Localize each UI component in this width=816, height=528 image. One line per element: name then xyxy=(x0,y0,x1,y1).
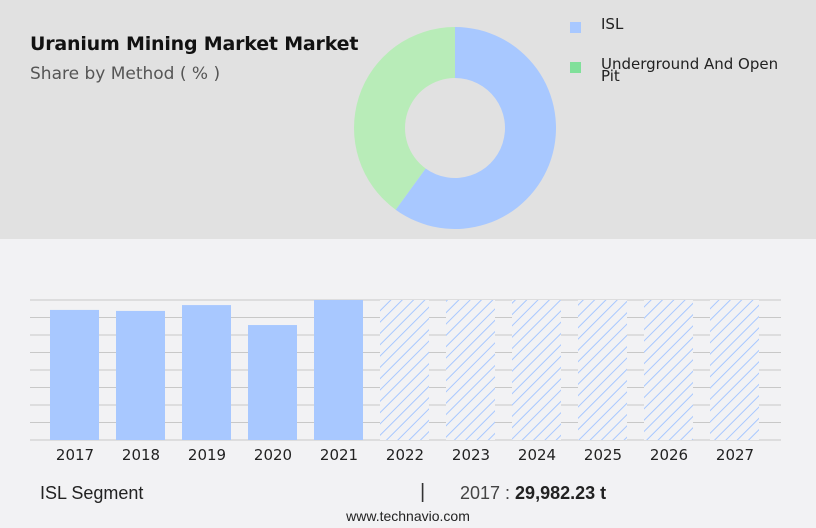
bar-2019[interactable] xyxy=(182,305,231,440)
legend-item-isl[interactable]: ISL xyxy=(570,15,801,33)
chart-title: Uranium Mining Market Market xyxy=(30,33,359,55)
highlight-year: 2017 : xyxy=(460,483,516,503)
legend-swatch-underground xyxy=(570,62,581,73)
x-label-2025: 2025 xyxy=(583,446,623,464)
bar-2023[interactable] xyxy=(446,300,495,440)
bar-2027[interactable] xyxy=(710,300,759,440)
bar-2022[interactable] xyxy=(380,300,429,440)
x-label-2017: 2017 xyxy=(55,446,95,464)
donut-slice-isl[interactable] xyxy=(395,27,556,229)
bar-2025[interactable] xyxy=(578,300,627,440)
x-label-2021: 2021 xyxy=(319,446,359,464)
x-label-2023: 2023 xyxy=(451,446,491,464)
donut-chart xyxy=(354,27,556,229)
legend-swatch-isl xyxy=(570,22,581,33)
segment-label: ISL Segment xyxy=(40,483,144,503)
bar-2026[interactable] xyxy=(644,300,693,440)
highlight-value: 2017 : 29,982.23 t xyxy=(460,483,606,504)
bar-2020[interactable] xyxy=(248,325,297,440)
website-link[interactable]: www.technavio.com xyxy=(346,508,470,524)
x-label-2026: 2026 xyxy=(649,446,689,464)
bar-2024[interactable] xyxy=(512,300,561,440)
bar-2018[interactable] xyxy=(116,310,165,440)
bars xyxy=(50,300,759,440)
legend-item-underground-open-pit[interactable]: Underground And Open Pit xyxy=(570,55,801,85)
x-label-2018: 2018 xyxy=(121,446,161,464)
x-label-2024: 2024 xyxy=(517,446,557,464)
bar-2021[interactable] xyxy=(314,300,363,440)
bar-chart xyxy=(30,299,781,441)
summary-panel: Uranium Mining Market Market Share by Me… xyxy=(0,0,816,239)
x-label-2019: 2019 xyxy=(187,446,227,464)
chart-subtitle: Share by Method ( % ) xyxy=(30,64,221,84)
bar-2017[interactable] xyxy=(50,309,99,440)
x-label-2020: 2020 xyxy=(253,446,293,464)
x-label-2022: 2022 xyxy=(385,446,425,464)
x-label-2027: 2027 xyxy=(715,446,755,464)
separator: | xyxy=(420,481,426,503)
legend-label: Underground And Open Pit xyxy=(601,55,779,85)
highlight-amount: 29,982.23 t xyxy=(515,483,607,503)
donut-slice-underground-and-open-pit[interactable] xyxy=(354,27,455,210)
legend-label: ISL xyxy=(601,15,624,33)
